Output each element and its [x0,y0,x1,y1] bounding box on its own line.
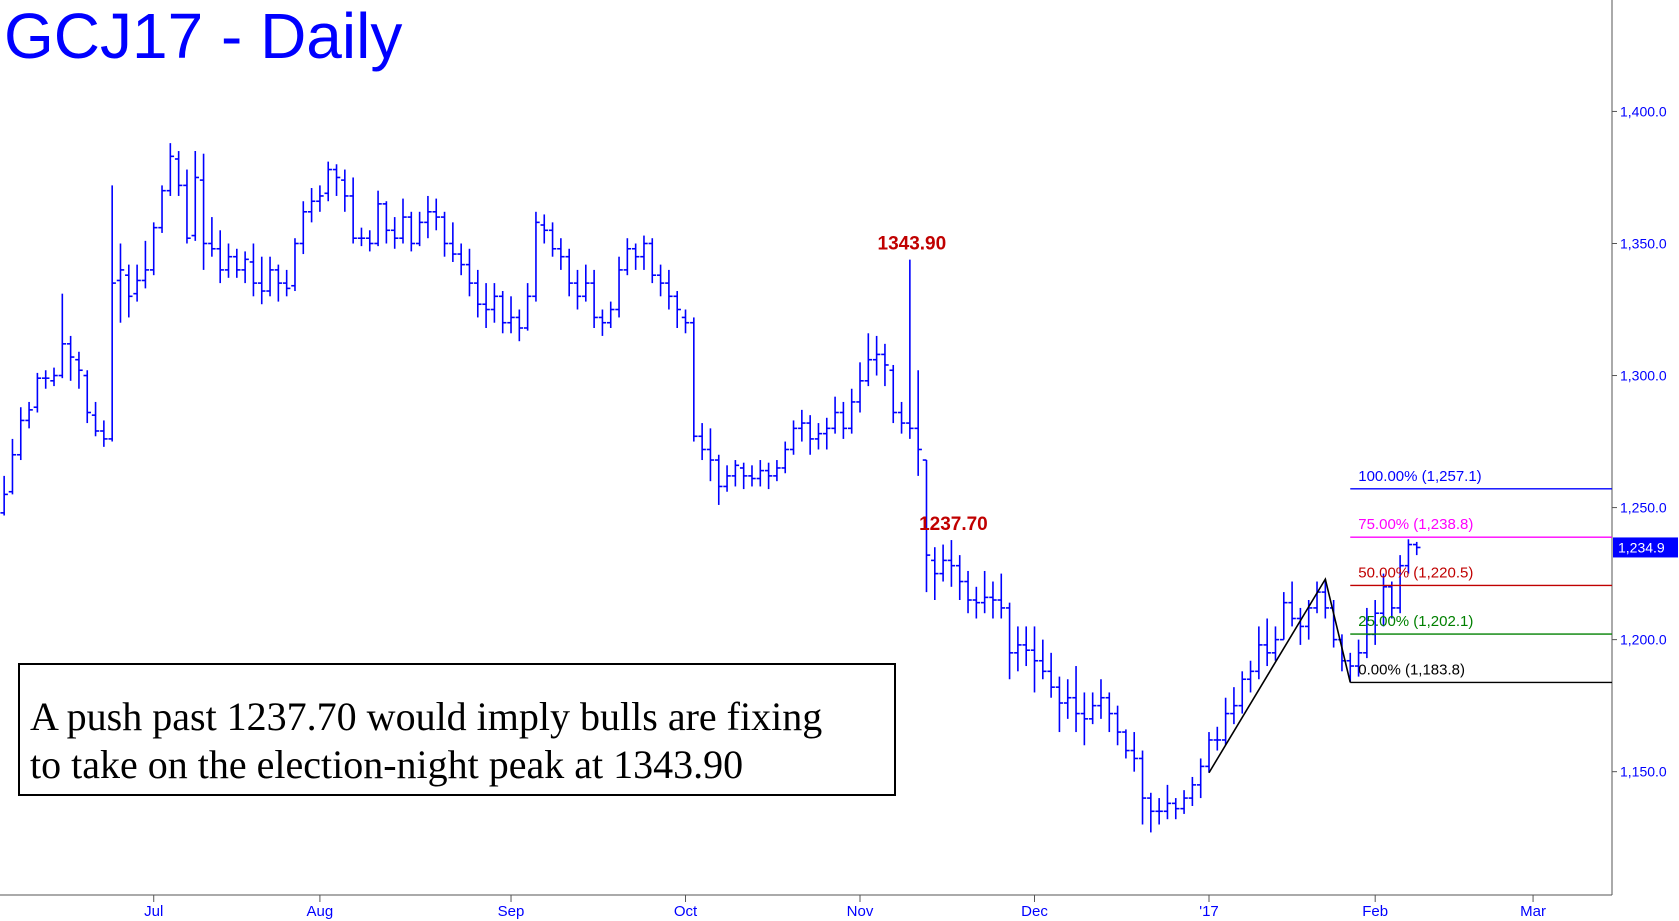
y-tick-label: 1,200.0 [1620,632,1667,648]
x-tick-label: '17 [1199,903,1219,920]
note-frame [18,663,896,796]
fib-label: 25.00% (1,202.1) [1358,613,1473,630]
x-tick-label: Feb [1362,903,1388,920]
fib-label: 0.00% (1,183.8) [1358,661,1465,678]
x-tick-label: Sep [498,903,525,920]
annotation: 1237.70 [919,514,988,535]
x-tick-label: Nov [847,903,874,920]
note-box: A push past 1237.70 would imply bulls ar… [18,663,896,796]
y-tick-label: 1,350.0 [1620,235,1667,251]
x-tick-label: Oct [674,903,698,920]
annotation: 1343.90 [878,234,947,255]
y-tick-label: 1,300.0 [1620,368,1667,384]
price-tag-label: 1,234.9 [1618,539,1665,555]
note-line: A push past 1237.70 would imply bulls ar… [30,694,822,739]
marks: 1,150.0 1,200.0 1,250.0 1,300.0 1,350.0 1,400… [0,103,1678,920]
y-tick-label: 1,150.0 [1620,764,1667,780]
price-tag [1613,537,1678,558]
fib-label: 50.00% (1,220.5) [1358,564,1473,581]
x-tick-label: Dec [1021,903,1048,920]
x-tick-label: Mar [1520,903,1546,920]
x-tick-label: Aug [307,903,334,920]
pattern-line [1208,577,1352,774]
y-tick-label: 1,400.0 [1620,103,1667,119]
y-tick-label: 1,250.0 [1620,500,1667,516]
fib-label: 100.00% (1,257.1) [1358,468,1481,485]
x-tick-label: Jul [144,903,163,920]
fib-label: 75.00% (1,238.8) [1358,516,1473,533]
chart-title: GCJ17 - Daily [4,0,402,72]
note-line: to take on the election-night peak at 13… [30,742,743,787]
